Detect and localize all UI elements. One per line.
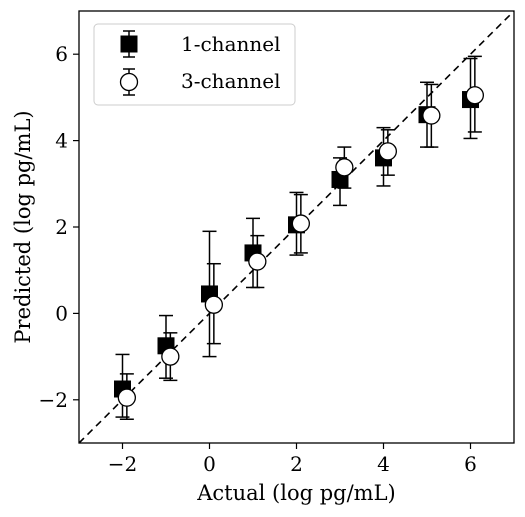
point-3-channel-1 [161,347,180,366]
y-tick-label-0: −2 [39,388,68,412]
y-tick-label-1: 0 [55,301,68,325]
point-3-channel-0 [117,388,136,407]
legend-marker-3-channel [119,68,139,96]
x-tick-label-1: 0 [203,452,216,476]
plot-content [78,10,515,444]
y-tick-label-3: 4 [55,129,68,153]
point-3-channel-7 [422,106,441,125]
x-axis-title: Actual (log pg/mL) [196,481,396,505]
legend-label-3-channel: 3-channel [181,69,280,93]
y-tick-label-2: 2 [55,215,68,239]
legend-circle-3-channel [119,72,139,92]
y-tick-label-4: 6 [55,42,68,66]
point-3-channel-8 [465,86,485,105]
point-3-channel-3 [248,252,267,271]
legend-square-1-channel [120,35,138,53]
x-tick-label-3: 4 [377,452,390,476]
x-tick-label-0: −2 [108,452,137,476]
legend-box [93,23,296,106]
legend-marker-1-channel [120,30,138,58]
point-3-channel-5 [335,158,354,177]
legend: 1-channel 3-channel [93,23,296,106]
x-tick-label-2: 2 [290,452,303,476]
legend-label-1-channel: 1-channel [181,32,280,56]
point-3-channel-4 [291,214,311,233]
point-3-channel-6 [378,142,398,161]
point-3-channel-2 [204,295,224,314]
y-axis-title: Predicted (log pg/mL) [11,110,35,343]
x-tick-label-4: 6 [464,452,477,476]
axis-ticks: −2 0 2 4 6 −2 0 2 4 6 [39,42,477,476]
